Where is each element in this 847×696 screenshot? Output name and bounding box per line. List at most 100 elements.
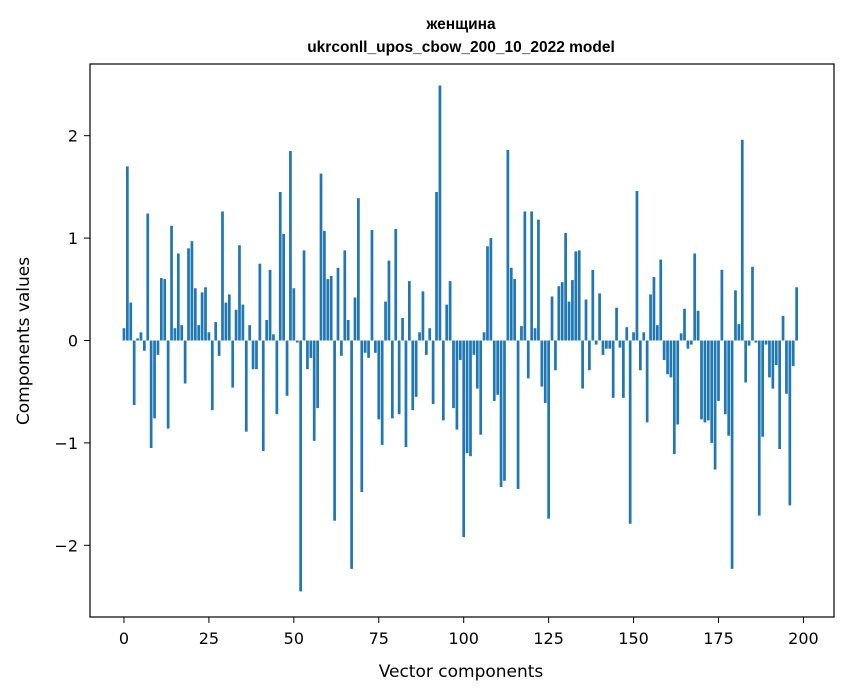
bar	[618, 340, 622, 348]
bar	[581, 340, 584, 389]
bar	[543, 340, 547, 403]
bar	[367, 340, 370, 358]
bar	[323, 230, 326, 341]
bar	[159, 278, 163, 341]
chart-title-line: женщина	[425, 16, 496, 33]
bar	[757, 340, 761, 516]
bar	[173, 328, 177, 341]
bar	[418, 332, 421, 341]
bar	[788, 340, 792, 506]
bar	[774, 340, 778, 366]
bar	[435, 192, 438, 341]
bar	[608, 340, 612, 349]
bar	[132, 340, 136, 406]
bar	[268, 269, 272, 341]
bar	[503, 340, 506, 481]
bar	[200, 292, 204, 341]
bar	[710, 340, 714, 443]
bar	[622, 340, 625, 398]
bar	[723, 340, 727, 415]
bar	[737, 324, 741, 341]
bar	[316, 340, 319, 409]
bar	[540, 340, 544, 387]
bar	[391, 340, 394, 419]
bar	[336, 267, 340, 341]
bar	[577, 250, 581, 341]
bar	[404, 340, 408, 447]
bar	[221, 211, 224, 341]
x-tick-label: 100	[448, 629, 479, 648]
bar	[170, 225, 173, 341]
x-tick-label: 25	[199, 629, 219, 648]
bar	[414, 340, 418, 397]
x-tick-label: 125	[533, 629, 564, 648]
bar	[261, 340, 265, 452]
bar	[387, 260, 391, 341]
bar	[309, 340, 313, 358]
x-axis-ticks: 0 25 50 75 100 125 150 175 200	[119, 617, 819, 648]
bar	[227, 294, 231, 341]
bar	[455, 340, 459, 430]
x-tick-label: 50	[284, 629, 304, 648]
bar	[567, 301, 571, 341]
bar	[703, 340, 707, 423]
bar	[791, 340, 795, 367]
bar	[601, 340, 605, 355]
bars-group	[122, 85, 798, 592]
bar	[224, 302, 228, 341]
y-tick-label: −1	[54, 434, 78, 453]
bar	[557, 286, 561, 341]
bar	[727, 340, 731, 436]
bar	[265, 320, 269, 341]
bar	[560, 282, 564, 341]
bar	[384, 301, 387, 341]
bar	[377, 340, 381, 420]
bar	[401, 317, 404, 341]
bar	[428, 328, 432, 341]
bar	[343, 250, 347, 341]
bar	[475, 340, 479, 389]
bar	[635, 190, 639, 341]
bar	[683, 308, 686, 341]
bar	[282, 234, 285, 341]
bar	[458, 340, 462, 360]
bar	[574, 251, 578, 341]
bar	[740, 139, 744, 341]
bar	[176, 253, 180, 341]
bar	[734, 290, 737, 341]
bar	[564, 232, 567, 341]
bar	[149, 340, 153, 449]
bar	[778, 340, 781, 450]
bar	[438, 85, 442, 341]
bar	[295, 340, 299, 343]
x-tick-label: 0	[119, 629, 129, 648]
bar	[122, 328, 126, 341]
bar	[333, 340, 336, 521]
bar	[781, 315, 785, 341]
bar	[520, 326, 523, 341]
bar	[357, 198, 360, 341]
bar	[462, 340, 466, 538]
bar	[248, 325, 252, 341]
bar	[693, 253, 697, 341]
bar	[360, 340, 364, 493]
bar	[588, 340, 591, 371]
bar	[632, 332, 635, 341]
y-tick-label: 0	[68, 332, 78, 351]
bar	[214, 322, 218, 341]
bar	[129, 302, 133, 341]
bar	[611, 340, 615, 398]
bar	[516, 340, 520, 489]
bar	[163, 279, 167, 341]
bar	[251, 340, 255, 370]
bar	[655, 325, 659, 341]
bar	[764, 340, 768, 345]
bar	[452, 340, 455, 409]
bar	[509, 267, 513, 341]
bar	[747, 340, 751, 346]
bar	[489, 238, 493, 341]
bar	[717, 340, 720, 401]
bar	[492, 340, 496, 401]
bar	[424, 340, 428, 355]
bar	[329, 275, 333, 341]
